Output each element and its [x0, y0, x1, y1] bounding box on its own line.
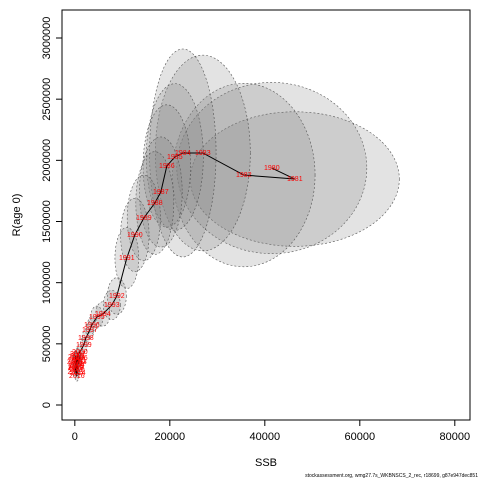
year-label: 1980	[264, 165, 280, 172]
y-tick-label: 500000	[41, 325, 53, 362]
year-label: 2014	[70, 370, 86, 377]
y-tick-label: 1000000	[41, 261, 53, 304]
x-tick-label: 60000	[345, 431, 376, 443]
year-label: 1999	[76, 342, 92, 349]
y-tick-label: 2500000	[41, 78, 53, 121]
x-axis-label: SSB	[255, 457, 277, 469]
year-label: 1994	[95, 311, 111, 318]
y-axis-label: R(age 0)	[11, 194, 23, 237]
year-label: 1982	[236, 172, 252, 179]
year-label: 1995	[89, 314, 105, 321]
year-label: 1998	[78, 335, 94, 342]
footer: stockassessment.org, wmg27.7s_WKBNSCS_2_…	[305, 473, 478, 479]
year-label: 1983	[195, 150, 211, 157]
year-label: 2005	[67, 359, 83, 366]
year-label: 2015	[68, 364, 84, 371]
x-tick-label: 40000	[250, 431, 281, 443]
year-label: 1984	[175, 150, 191, 157]
year-label: 1996	[84, 322, 100, 329]
year-label: 1986	[159, 163, 175, 170]
year-label: 2011	[71, 358, 86, 365]
year-label: 2010	[69, 367, 85, 374]
year-label: 2003	[71, 359, 87, 366]
year-label: 1988	[147, 200, 163, 207]
year-label: 2006	[72, 355, 88, 362]
y-tick-label: 1500000	[41, 200, 53, 243]
y-tick-label: 2000000	[41, 139, 53, 182]
x-tick-label: 0	[72, 431, 78, 443]
year-label: 2001	[70, 353, 86, 360]
x-tick-label: 80000	[440, 431, 471, 443]
year-label: 1985	[167, 154, 183, 161]
year-label: 2016	[69, 373, 85, 380]
plot-frame	[61, 9, 471, 421]
y-tick-label: 0	[41, 402, 53, 408]
year-label: 1989	[136, 215, 152, 222]
year-label: 1992	[109, 293, 125, 300]
year-label: 1993	[104, 302, 120, 309]
x-tick-label: 20000	[155, 431, 186, 443]
year-label: 1991	[119, 255, 135, 262]
recruitment-line	[74, 152, 296, 377]
year-label: 1981	[287, 176, 303, 183]
year-label: 1987	[153, 189, 169, 196]
y-tick-label: 3000000	[41, 17, 53, 60]
year-label: 2012	[68, 354, 84, 361]
year-label: 2009	[68, 363, 84, 370]
year-label: 2008	[68, 365, 84, 372]
year-label: 1990	[127, 232, 143, 239]
year-label: 1997	[82, 327, 98, 334]
year-label: 2000	[72, 349, 88, 356]
year-label: 2004	[69, 362, 85, 369]
year-label: 2007	[70, 351, 86, 358]
year-label: 2013	[68, 369, 84, 376]
year-label: 2002	[68, 357, 84, 364]
